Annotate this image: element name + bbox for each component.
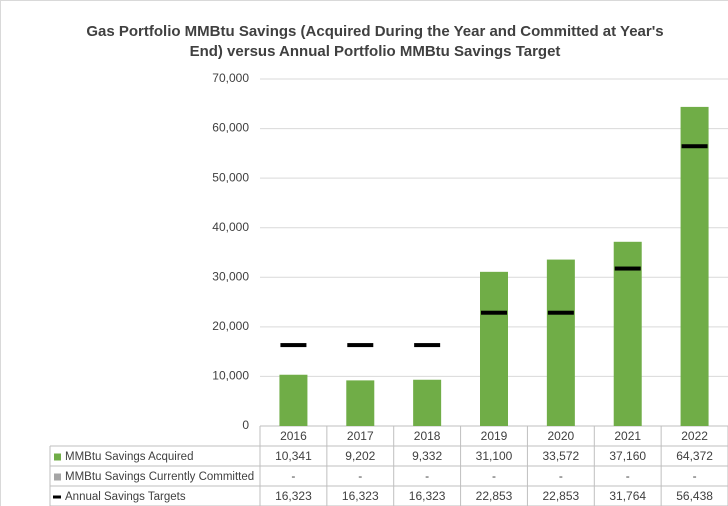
target-marker	[547, 310, 574, 315]
x-tick-label: 2022	[681, 429, 708, 443]
bar	[413, 379, 442, 426]
table-value: -	[425, 469, 429, 483]
table-value: -	[626, 469, 630, 483]
target-marker	[681, 144, 708, 149]
chart-title: Gas Portfolio MMBtu Savings (Acquired Du…	[86, 23, 663, 60]
legend-swatch	[54, 473, 61, 481]
table-value: 16,323	[409, 489, 446, 503]
table-value: 10,341	[275, 449, 312, 463]
target-marker	[481, 310, 507, 315]
y-tick-label: 10,000	[212, 369, 249, 383]
y-tick-label: 20,000	[212, 319, 249, 333]
legend-swatch	[53, 495, 61, 499]
y-tick-label: 30,000	[212, 269, 249, 283]
title-line: End) versus Annual Portfolio MMBtu Savin…	[190, 43, 561, 60]
y-tick-label: 70,000	[212, 71, 249, 85]
bar	[480, 271, 508, 426]
table-value: 37,160	[609, 449, 646, 463]
y-tick-label: 60,000	[212, 121, 249, 135]
table-value: -	[559, 469, 563, 483]
legend-label: MMBtu Savings Currently Committed	[65, 471, 254, 483]
legend-label: MMBtu Savings Acquired	[65, 451, 193, 463]
table-value: 22,853	[543, 489, 580, 503]
table-value: -	[358, 469, 362, 483]
table-value: 31,764	[609, 489, 646, 503]
table-value: -	[291, 469, 295, 483]
table-value: 9,332	[412, 449, 442, 463]
table-value: -	[693, 469, 697, 483]
bar	[546, 259, 575, 426]
target-marker	[414, 343, 441, 348]
bar	[613, 241, 642, 426]
y-tick-label: 50,000	[212, 170, 249, 184]
table-value: 9,202	[345, 449, 375, 463]
bar	[680, 106, 709, 426]
target-marker	[347, 343, 374, 348]
table-value: -	[492, 469, 496, 483]
x-tick-label: 2016	[280, 429, 307, 443]
table-value: 16,323	[342, 489, 379, 503]
table-value: 31,100	[476, 449, 513, 463]
bar	[346, 380, 375, 426]
x-tick-label: 2020	[548, 429, 575, 443]
table-value: 64,372	[676, 449, 713, 463]
target-marker	[614, 266, 641, 271]
target-marker	[280, 343, 307, 348]
x-tick-label: 2019	[481, 429, 508, 443]
y-tick-label: 40,000	[212, 220, 249, 234]
table-value: 22,853	[476, 489, 513, 503]
x-tick-label: 2021	[614, 429, 641, 443]
x-tick-label: 2018	[414, 429, 441, 443]
legend-swatch	[54, 453, 61, 461]
title-line: Gas Portfolio MMBtu Savings (Acquired Du…	[86, 23, 663, 40]
bar	[279, 374, 308, 426]
table-value: 33,572	[543, 449, 580, 463]
table-value: 16,323	[275, 489, 312, 503]
x-tick-label: 2017	[347, 429, 374, 443]
legend-label: Annual Savings Targets	[65, 491, 186, 503]
table-value: 56,438	[676, 489, 713, 503]
y-tick-label: 0	[242, 418, 249, 432]
